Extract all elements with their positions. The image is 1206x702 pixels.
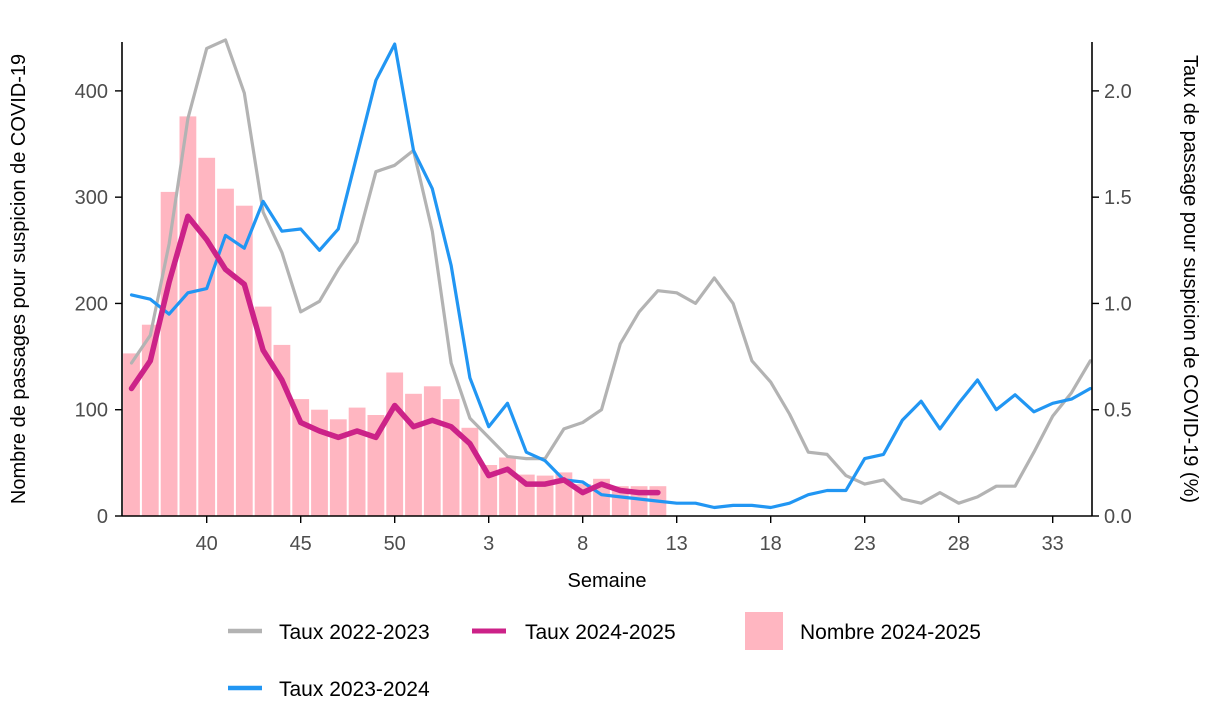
bar-week-51 <box>405 393 422 516</box>
y-right-axis-title: Taux de passage pour suspicion de COVID-… <box>1179 55 1201 503</box>
y-left-tick-label: 200 <box>75 293 108 315</box>
line-taux-2024-2025 <box>128 213 661 496</box>
axes <box>121 42 1093 517</box>
y-right-tick-label: 0.0 <box>1104 506 1132 528</box>
bar-week-49 <box>367 415 385 516</box>
bar-week-3 <box>480 465 498 516</box>
y-right-tick-label: 1.5 <box>1104 187 1132 209</box>
x-tick-label: 40 <box>196 533 218 555</box>
y-left-tick-label: 400 <box>75 81 108 103</box>
bar-week-47 <box>329 419 347 516</box>
x-tick-label: 45 <box>290 533 312 555</box>
legend-label-taux-2023-2024: Taux 2023-2024 <box>279 678 430 701</box>
bar-week-48 <box>348 407 366 516</box>
x-tick-label: 3 <box>483 533 494 555</box>
x-tick-label: 33 <box>1042 533 1064 555</box>
bar-week-52 <box>423 386 441 516</box>
bar-week-50 <box>386 372 404 516</box>
bar-week-40 <box>198 157 216 517</box>
x-tick-label: 28 <box>948 533 970 555</box>
line-taux-2022-2023 <box>129 38 1092 505</box>
y-left-axis-title: Nombre de passages pour suspicion de COV… <box>8 54 30 504</box>
x-tick-label: 18 <box>760 533 782 555</box>
x-axis-title: Semaine <box>568 570 647 592</box>
x-tick-label: 23 <box>854 533 876 555</box>
ticks: 0 100 200 300 400 0.0 0.5 1.0 1.5 2.0 40 45 50 3 8 13 18… <box>75 81 1132 555</box>
y-left-tick-label: 100 <box>75 400 108 422</box>
legend-label-taux-2024-2025: Taux 2024-2025 <box>525 621 676 644</box>
y-left-tick-label: 300 <box>75 187 108 209</box>
bar-week-42 <box>235 205 253 516</box>
y-right-tick-label: 1.0 <box>1104 293 1132 315</box>
bar-week-37 <box>141 324 159 516</box>
x-tick-label: 13 <box>666 533 688 555</box>
legend-label-taux-2022-2023: Taux 2022-2023 <box>279 621 430 644</box>
x-tick-label: 50 <box>384 533 406 555</box>
bar-week-39 <box>179 116 197 517</box>
y-left-tick-label: 0 <box>97 506 108 528</box>
x-tick-label: 8 <box>577 533 588 555</box>
legend-label-nombre-2024-2025: Nombre 2024-2025 <box>800 621 981 644</box>
y-right-tick-label: 0.5 <box>1104 400 1132 422</box>
rate-lines <box>128 38 1092 510</box>
bar-week-45 <box>292 399 310 516</box>
bar-week-46 <box>311 409 328 516</box>
bar-week-36 <box>123 353 140 516</box>
y-right-tick-label: 2.0 <box>1104 81 1132 103</box>
legend: Taux 2022-2023 Taux 2024-2025 Nombre 202… <box>228 612 981 701</box>
bar-week-1 <box>442 399 460 516</box>
bar-week-4 <box>499 457 516 516</box>
legend-swatch-nombre-2024-2025 <box>745 612 783 650</box>
bars-nombre-2024-2025 <box>123 116 667 517</box>
line-taux-2023-2024 <box>129 42 1092 510</box>
